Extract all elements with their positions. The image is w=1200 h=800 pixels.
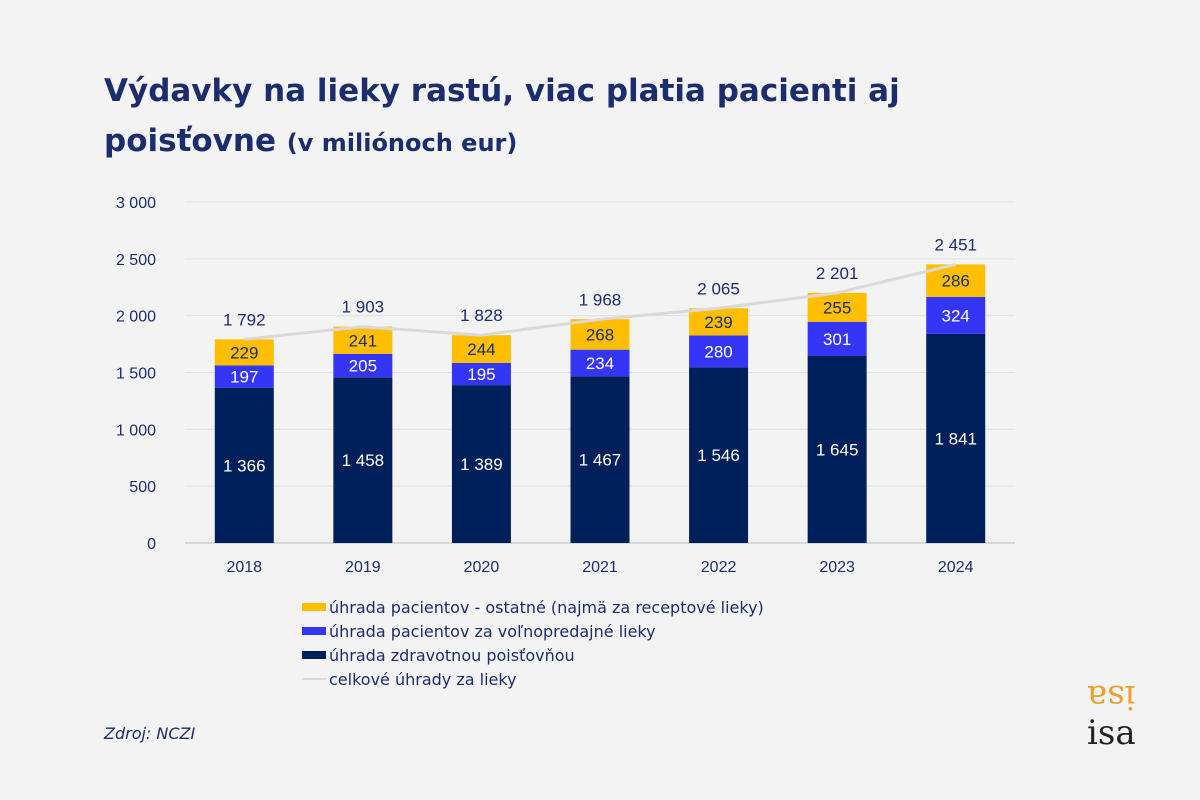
bar-insurer — [570, 376, 630, 543]
x-tick-label: 2023 — [819, 559, 855, 576]
bar-other — [570, 319, 630, 350]
data-label-otc: 197 — [230, 368, 258, 387]
bar-insurer — [807, 356, 867, 543]
logo-mirrored-text: isa — [1087, 677, 1136, 717]
bar-otc — [214, 365, 274, 388]
data-label-insurer: 1 645 — [816, 441, 859, 460]
y-tick-label: 2 500 — [116, 252, 156, 269]
isa-logo: isa isa — [1086, 677, 1156, 760]
data-label-insurer: 1 467 — [579, 451, 622, 470]
y-tick-label: 2 000 — [116, 309, 156, 326]
x-tick-label: 2021 — [582, 559, 618, 576]
data-label-otc: 195 — [467, 365, 495, 384]
data-label-other: 286 — [942, 272, 970, 291]
total-label: 2 451 — [934, 235, 977, 254]
bar-other — [451, 335, 511, 363]
bar-insurer — [214, 387, 274, 543]
title-subtitle: (v miliónoch eur) — [286, 129, 518, 157]
data-label-otc: 324 — [942, 306, 970, 325]
data-label-other: 268 — [586, 325, 614, 344]
x-tick-label: 2022 — [701, 559, 737, 576]
data-label-other: 241 — [349, 331, 377, 350]
legend-swatch-insurer — [302, 651, 326, 659]
legend-label: úhrada zdravotnou poisťovňou — [329, 645, 575, 665]
data-label-otc: 280 — [704, 342, 732, 361]
x-tick-label: 2024 — [938, 559, 974, 576]
logo-text: isa — [1087, 713, 1136, 753]
legend-label: celkové úhrady za lieky — [329, 669, 517, 689]
data-label-insurer: 1 366 — [223, 456, 266, 475]
y-tick-label: 1 500 — [116, 366, 156, 383]
legend-item-other: úhrada pacientov - ostatné (najmä za rec… — [302, 595, 764, 619]
y-tick-label: 3 000 — [116, 195, 156, 212]
data-label-insurer: 1 841 — [934, 429, 977, 448]
legend-item-otc: úhrada pacientov za voľnopredajné lieky — [302, 619, 764, 643]
data-label-insurer: 1 389 — [460, 455, 503, 474]
total-label: 1 903 — [342, 298, 385, 317]
bar-insurer — [926, 333, 986, 543]
total-label: 2 065 — [697, 279, 740, 298]
bar-otc — [333, 353, 393, 378]
legend-item-total: celkové úhrady za lieky — [302, 667, 764, 691]
bar-insurer — [451, 385, 511, 543]
chart: 0 500 1 000 1 500 2 000 2 500 3 000 1 366 197 229… — [116, 195, 1015, 576]
bar-otc — [807, 321, 867, 357]
legend-label: úhrada pacientov za voľnopredajné lieky — [329, 621, 656, 641]
data-label-insurer: 1 458 — [342, 451, 385, 470]
total-label: 1 792 — [223, 310, 266, 329]
bar-other — [807, 292, 867, 322]
total-label: 1 828 — [460, 306, 503, 325]
data-label-other: 244 — [467, 340, 495, 359]
bar-other — [333, 326, 393, 354]
bar-other — [689, 308, 749, 336]
bar-insurer — [333, 377, 393, 543]
legend-line-total — [302, 678, 326, 680]
legend-swatch-other — [302, 603, 326, 611]
chart-title: Výdavky na lieky rastú, viac platia paci… — [104, 66, 1004, 168]
y-tick-label: 1 000 — [116, 422, 156, 439]
data-label-other: 239 — [704, 313, 732, 332]
x-tick-label: 2018 — [226, 559, 262, 576]
bar-insurer — [689, 367, 749, 543]
bar-otc — [926, 296, 986, 334]
title-main: Výdavky na lieky rastú, viac platia paci… — [104, 73, 900, 159]
bar-otc — [570, 349, 630, 377]
x-tick-label: 2019 — [345, 559, 381, 576]
legend-label: úhrada pacientov - ostatné (najmä za rec… — [329, 597, 764, 617]
y-tick-label: 500 — [129, 479, 156, 496]
data-label-other: 229 — [230, 343, 258, 362]
y-tick-label: 0 — [147, 536, 156, 553]
bar-other — [214, 339, 274, 366]
total-label: 1 968 — [579, 290, 622, 309]
source-note: Zdroj: NCZI — [104, 724, 196, 743]
legend-swatch-otc — [302, 627, 326, 635]
data-label-otc: 205 — [349, 357, 377, 376]
data-label-otc: 301 — [823, 330, 851, 349]
legend-item-insurer: úhrada zdravotnou poisťovňou — [302, 643, 764, 667]
bar-otc — [689, 335, 749, 368]
total-label: 2 201 — [816, 264, 859, 283]
legend: úhrada pacientov - ostatné (najmä za rec… — [302, 595, 764, 691]
data-label-other: 255 — [823, 298, 851, 317]
x-tick-label: 2020 — [464, 559, 500, 576]
data-label-insurer: 1 546 — [697, 446, 740, 465]
data-label-otc: 234 — [586, 354, 614, 373]
bar-otc — [451, 362, 511, 386]
